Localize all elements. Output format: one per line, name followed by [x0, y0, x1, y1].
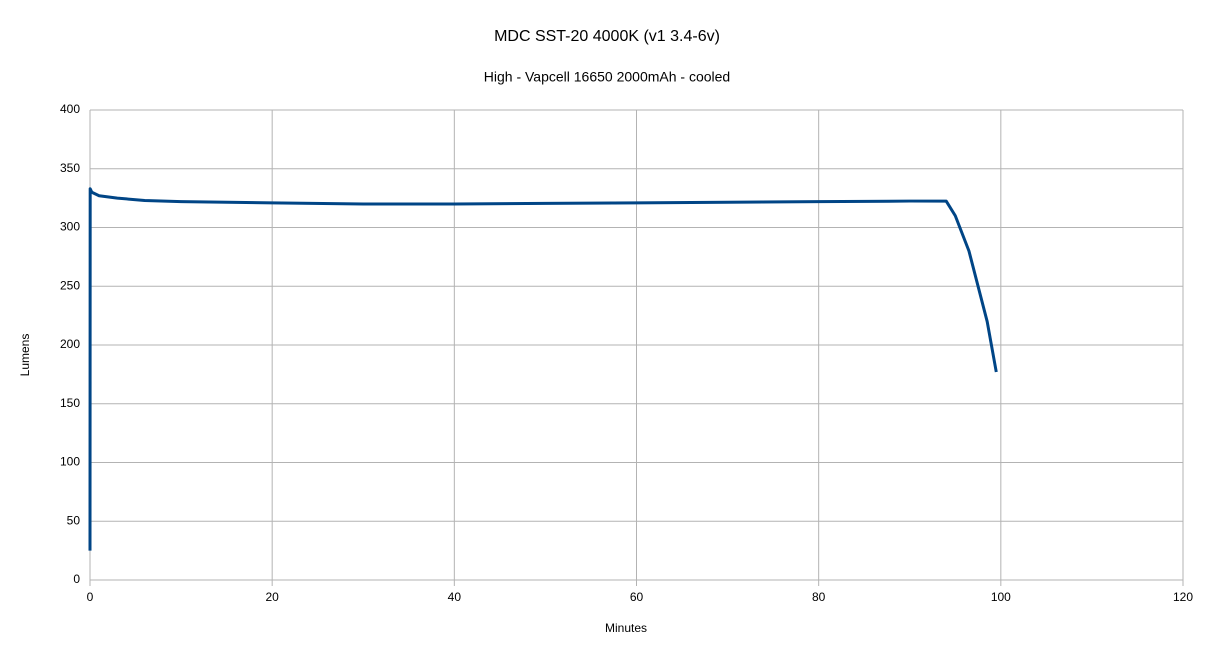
x-tick-label: 100 — [991, 590, 1011, 604]
y-tick-label: 300 — [60, 220, 80, 234]
y-tick-label: 150 — [60, 396, 80, 410]
y-tick-label: 200 — [60, 337, 80, 351]
y-tick-label: 400 — [60, 102, 80, 116]
y-axis-label: Lumens — [18, 334, 32, 377]
x-tick-label: 0 — [87, 590, 94, 604]
chart-title: MDC SST-20 4000K (v1 3.4-6v) — [494, 28, 720, 45]
x-tick-label: 20 — [265, 590, 279, 604]
x-tick-label: 80 — [812, 590, 826, 604]
y-tick-label: 50 — [67, 513, 81, 527]
y-tick-label: 250 — [60, 278, 80, 292]
y-tick-label: 350 — [60, 161, 80, 175]
chart-subtitle: High - Vapcell 16650 2000mAh - cooled — [484, 69, 730, 85]
x-tick-label: 40 — [448, 590, 462, 604]
x-axis-label: Minutes — [605, 621, 647, 635]
y-tick-label: 100 — [60, 455, 80, 469]
x-tick-label: 120 — [1173, 590, 1193, 604]
x-tick-label: 60 — [630, 590, 644, 604]
data-line — [88, 187, 998, 551]
y-tick-label: 0 — [73, 572, 80, 586]
